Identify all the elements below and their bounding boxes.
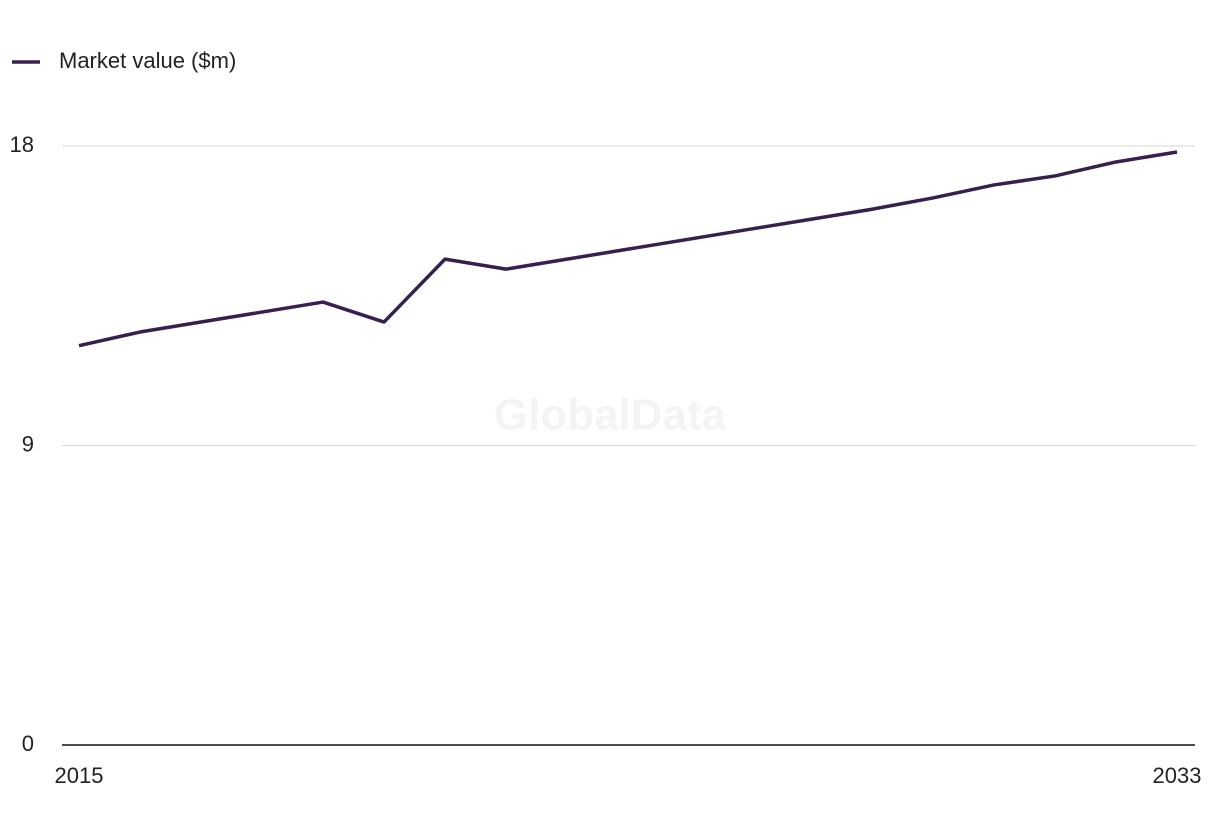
x-tick-label: 2033 — [1153, 763, 1202, 788]
legend-label: Market value ($m) — [59, 48, 236, 73]
x-tick-label: 2015 — [55, 763, 104, 788]
watermark: GlobalData — [494, 391, 727, 440]
y-tick-label: 0 — [22, 731, 34, 756]
line — [78, 150, 1178, 348]
y-tick-label: 9 — [22, 431, 34, 456]
y-tick-label: 18 — [10, 132, 34, 157]
